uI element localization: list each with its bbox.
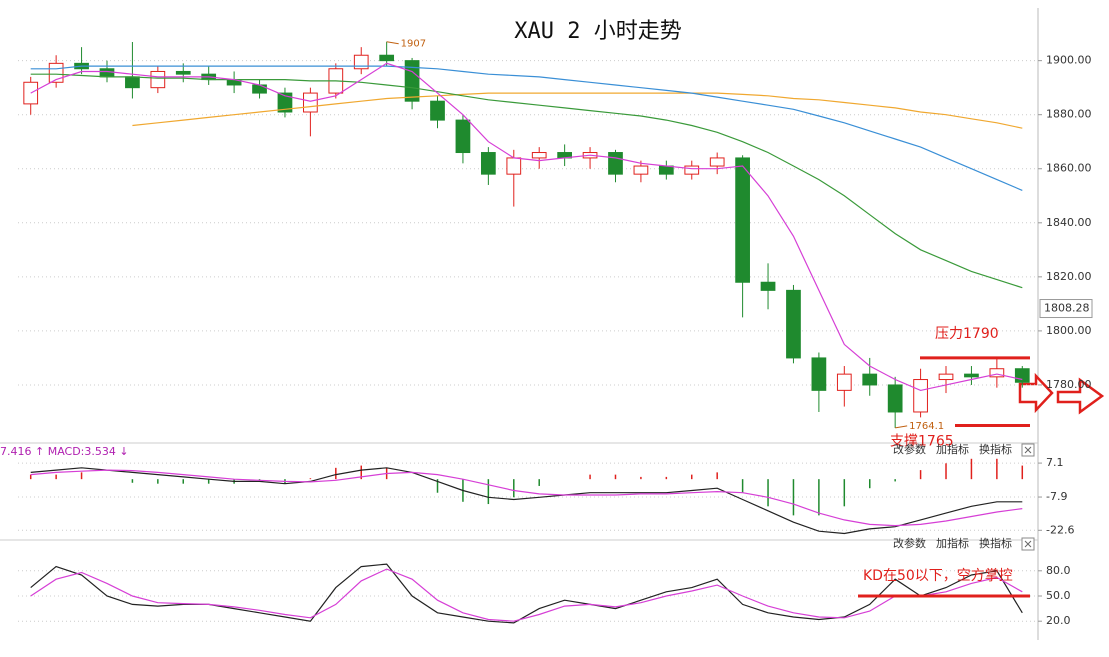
candle-body — [684, 165, 700, 175]
candle-body — [658, 165, 674, 175]
candle-body — [252, 84, 267, 94]
candle-body — [608, 152, 623, 175]
line-series — [30, 467, 1023, 535]
candle-body — [760, 281, 776, 291]
y-tick-label: 1840.00 — [1046, 216, 1092, 229]
y-tick-label: -22.6 — [1046, 523, 1074, 536]
candle-body — [277, 92, 293, 113]
arrow — [1056, 377, 1105, 415]
candle-body — [938, 373, 954, 381]
y-tick-label: 50.0 — [1046, 589, 1071, 602]
arrow — [1018, 372, 1054, 414]
close-icon — [1024, 540, 1032, 548]
candle-body — [836, 373, 852, 391]
chart-title: XAU 2 小时走势 — [514, 19, 681, 44]
low-label: 1764.1 — [909, 421, 944, 432]
y-tick-label: 1860.00 — [1046, 162, 1092, 175]
toolbar-button[interactable]: 改参数 — [893, 442, 926, 456]
line-series — [30, 469, 1023, 527]
y-tick-label: 80.0 — [1046, 564, 1071, 577]
y-tick-label: 1820.00 — [1046, 270, 1092, 283]
annotation-text: 压力1790 — [935, 326, 999, 342]
toolbar-button[interactable]: 换指标 — [979, 536, 1012, 550]
candle-body — [99, 68, 115, 78]
y-tick-label: 20.0 — [1046, 614, 1071, 627]
candle-body — [913, 379, 928, 413]
candle-body — [811, 357, 827, 391]
candle-body — [303, 92, 318, 113]
y-tick-label: 7.1 — [1046, 456, 1064, 469]
candle-body — [1014, 368, 1030, 383]
line-series — [30, 62, 1023, 392]
candle-body — [455, 119, 471, 154]
candle-body — [379, 54, 395, 62]
candle-body — [786, 289, 801, 359]
y-tick-label: 1880.00 — [1046, 108, 1092, 121]
extreme-pointer — [386, 41, 399, 45]
candle-body — [175, 70, 191, 75]
candle-body — [989, 368, 1005, 378]
y-tick-label: 1780.00 — [1046, 378, 1092, 391]
extreme-pointer — [895, 425, 908, 429]
y-tick-label: -7.9 — [1046, 490, 1067, 503]
y-tick-label: 1900.00 — [1046, 54, 1092, 67]
candle-body — [125, 76, 140, 89]
annotation-text: KD在50以下，空方掌控 — [863, 568, 1013, 584]
price-tag-label: 1808.28 — [1044, 302, 1090, 315]
toolbar-button[interactable]: 换指标 — [979, 442, 1012, 456]
candle-body — [430, 100, 445, 121]
candle-body — [735, 157, 750, 283]
line-series — [30, 65, 1023, 191]
line-series — [30, 568, 1023, 622]
candle-body — [480, 152, 496, 175]
price-tag — [1039, 299, 1093, 319]
candle-body — [353, 54, 369, 70]
candle-body — [150, 70, 166, 89]
candle-body — [709, 157, 725, 167]
toolbar-button[interactable]: 改参数 — [893, 536, 926, 550]
line-series — [30, 73, 1023, 289]
candle-body — [531, 152, 547, 159]
toolbar-button[interactable]: 加指标 — [936, 442, 969, 456]
candle-body — [964, 373, 979, 378]
candle-body — [506, 157, 522, 175]
candle-body — [862, 373, 878, 386]
candle-body — [887, 384, 903, 413]
annotation-text: 支撑1765 — [890, 433, 954, 449]
macd-label: 7.416 ↑ MACD:3.534 ↓ — [0, 445, 129, 458]
y-tick-label: 1800.00 — [1046, 324, 1092, 337]
close-icon — [1024, 446, 1032, 454]
line-series — [132, 92, 1023, 129]
high-label: 1907 — [401, 39, 426, 50]
candle-body — [633, 165, 649, 175]
toolbar-button[interactable]: 加指标 — [936, 536, 969, 550]
